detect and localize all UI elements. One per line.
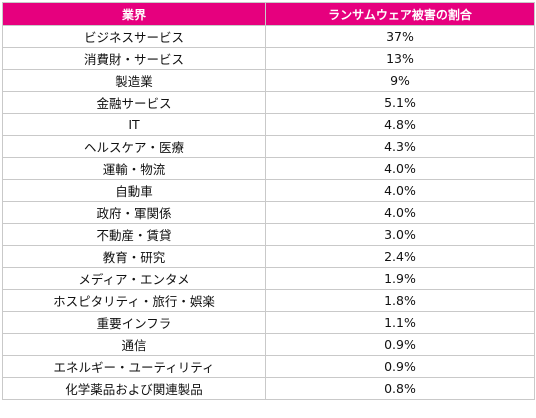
industry-cell: 運輸・物流 [2,157,266,180]
table-row: 政府・軍関係 4.0% [2,201,535,224]
table-row: 教育・研究 2.4% [2,245,535,268]
share-cell: 9% [265,69,535,92]
table-row: IT 4.8% [2,113,535,136]
share-cell: 0.8% [265,377,535,400]
industry-cell: 政府・軍関係 [2,201,266,224]
industry-cell: IT [2,113,266,136]
industry-cell: メディア・エンタメ [2,267,266,290]
industry-cell: ビジネスサービス [2,25,266,48]
share-cell: 4.0% [265,157,535,180]
industry-cell: 重要インフラ [2,311,266,334]
industry-cell: 製造業 [2,69,266,92]
table-row: 重要インフラ 1.1% [2,311,535,334]
industry-cell: 金融サービス [2,91,266,114]
share-cell: 4.3% [265,135,535,158]
table-body: ビジネスサービス 37% 消費財・サービス 13% 製造業 9% 金融サービス 5.1%… [2,25,535,400]
industry-cell: 自動車 [2,179,266,202]
table-row: ヘルスケア・医療 4.3% [2,135,535,158]
industry-cell: 消費財・サービス [2,47,266,70]
table-row: ビジネスサービス 37% [2,25,535,48]
share-cell: 13% [265,47,535,70]
table-row: 製造業 9% [2,69,535,92]
table-row: ホスピタリティ・旅行・娯楽 1.8% [2,289,535,312]
table-row: 運輸・物流 4.0% [2,157,535,180]
share-cell: 1.9% [265,267,535,290]
table-row: 自動車 4.0% [2,179,535,202]
table-row: 化学薬品および関連製品 0.8% [2,377,535,400]
industry-cell: 教育・研究 [2,245,266,268]
industry-cell: 化学薬品および関連製品 [2,377,266,400]
share-cell: 37% [265,25,535,48]
table-row: 不動産・賃貸 3.0% [2,223,535,246]
table-row: 消費財・サービス 13% [2,47,535,70]
share-cell: 4.8% [265,113,535,136]
industry-cell: エネルギー・ユーティリティ [2,355,266,378]
header-ransomware-share: ランサムウェア被害の割合 [265,2,535,26]
share-cell: 1.1% [265,311,535,334]
share-cell: 1.8% [265,289,535,312]
share-cell: 5.1% [265,91,535,114]
table-row: 通信 0.9% [2,333,535,356]
header-industry: 業界 [2,2,266,26]
table-header-row: 業界 ランサムウェア被害の割合 [2,2,535,26]
industry-cell: 通信 [2,333,266,356]
share-cell: 3.0% [265,223,535,246]
industry-cell: 不動産・賃貸 [2,223,266,246]
share-cell: 4.0% [265,201,535,224]
share-cell: 0.9% [265,355,535,378]
share-cell: 4.0% [265,179,535,202]
share-cell: 2.4% [265,245,535,268]
table-row: メディア・エンタメ 1.9% [2,267,535,290]
industry-cell: ヘルスケア・医療 [2,135,266,158]
table-row: エネルギー・ユーティリティ 0.9% [2,355,535,378]
industry-cell: ホスピタリティ・旅行・娯楽 [2,289,266,312]
ransomware-industry-table: 業界 ランサムウェア被害の割合 ビジネスサービス 37% 消費財・サービス 13% … [2,2,535,400]
table-row: 金融サービス 5.1% [2,91,535,114]
share-cell: 0.9% [265,333,535,356]
